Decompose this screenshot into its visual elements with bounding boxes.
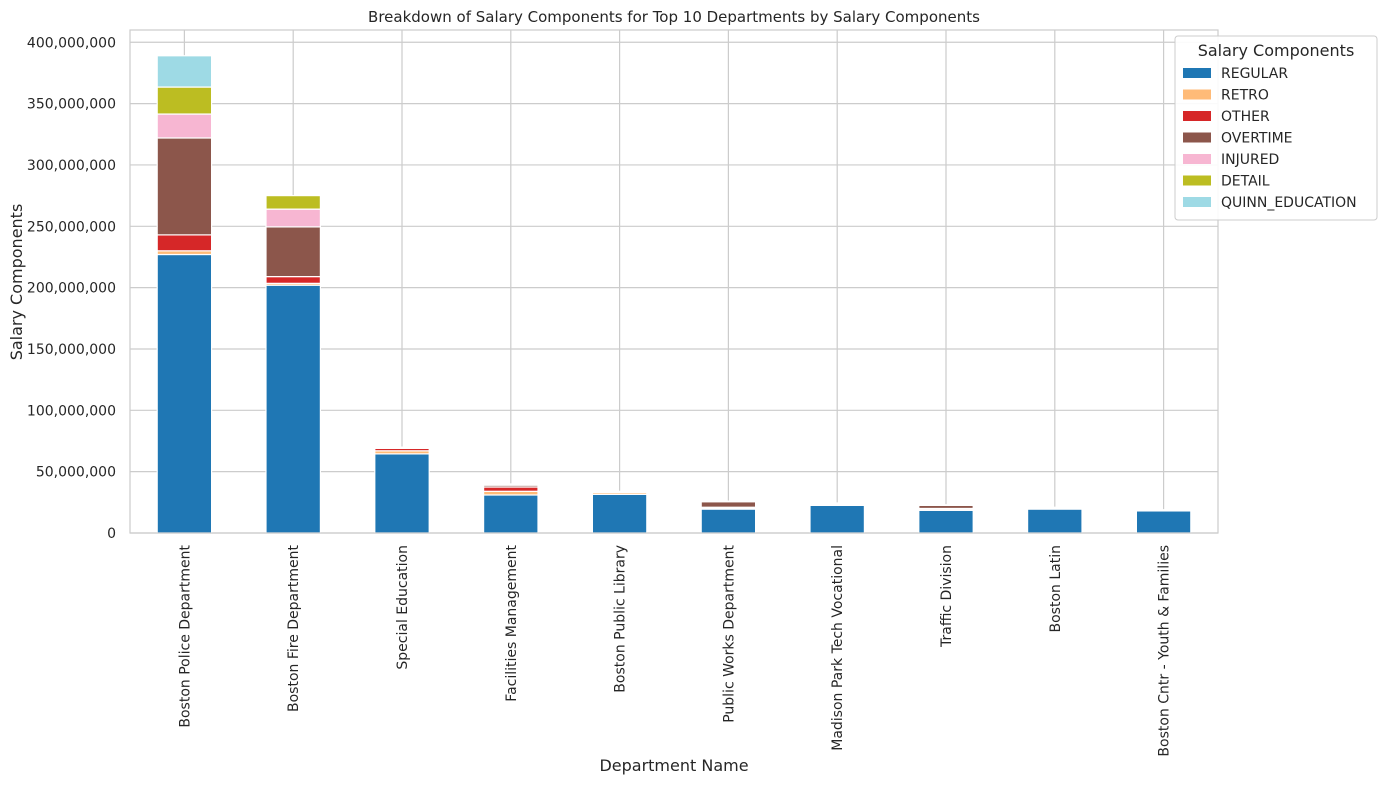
legend-swatch — [1183, 68, 1211, 78]
legend-swatch — [1183, 175, 1211, 186]
y-tick-label: 300,000,000 — [27, 158, 116, 174]
legend-frame — [1174, 35, 1378, 221]
bar-segment-other — [156, 234, 213, 252]
legend-swatch — [1183, 154, 1211, 164]
y-tick-label: 50,000,000 — [36, 465, 116, 481]
x-tick-label: Boston Police Department — [177, 544, 193, 727]
bar-segment-regular — [809, 504, 866, 534]
legend-item-label: REGULAR — [1221, 66, 1288, 82]
bar-segment-regular — [483, 494, 539, 534]
y-tick-label: 200,000,000 — [27, 281, 116, 297]
bar-segment-other — [1026, 506, 1083, 509]
bar-segment-overtime — [156, 137, 213, 236]
bar-segment-regular — [265, 284, 322, 534]
bar-segment-other — [1135, 509, 1192, 511]
legend-swatch — [1183, 89, 1211, 100]
y-tick-label: 250,000,000 — [27, 219, 116, 235]
bar-segment-injured — [156, 113, 213, 139]
bar-segment-regular — [374, 453, 430, 534]
x-tick-label: Boston Latin — [1048, 545, 1064, 632]
bar-stacks — [156, 55, 1192, 534]
x-tick-label: Boston Cntr - Youth & Families — [1157, 545, 1173, 757]
y-tick-label: 350,000,000 — [27, 97, 116, 113]
legend-item-label: OVERTIME — [1221, 131, 1293, 147]
x-axis-title: Department Name — [599, 756, 748, 775]
x-tick-label: Traffic Division — [939, 545, 955, 648]
bar-segment-injured — [918, 504, 974, 506]
bar-segment-injured — [265, 208, 322, 228]
x-tick-label: Boston Public Library — [613, 545, 629, 693]
legend: Salary Components REGULAR RETRO OTHER OVERTI… — [1174, 35, 1378, 221]
bar-segment-injured — [374, 446, 430, 449]
x-tick-label: Public Works Department — [721, 544, 737, 722]
legend-item-label: OTHER — [1221, 109, 1270, 125]
bar-segment-overtime — [809, 502, 866, 505]
bar-segment-injured — [700, 500, 757, 503]
legend-swatch — [1183, 197, 1211, 207]
x-tick-label: Madison Park Tech Vocational — [830, 545, 846, 751]
bar-segment-regular — [700, 508, 757, 534]
y-axis-ticks: 0 50,000,000 100,000,000 150,000,000 200,000… — [27, 35, 116, 542]
bar-segment-detail — [483, 483, 539, 486]
y-tick-label: 0 — [107, 526, 116, 542]
y-tick-label: 150,000,000 — [27, 342, 116, 358]
y-tick-label: 400,000,000 — [27, 35, 116, 51]
bar-segment-detail — [265, 195, 322, 210]
y-axis-title: Salary Components — [7, 204, 26, 361]
bar-segment-other — [265, 275, 322, 284]
bar-segment-regular — [1135, 510, 1192, 534]
x-tick-label: Boston Fire Department — [286, 544, 302, 712]
bar-segment-quinn-education — [156, 55, 213, 88]
x-axis-ticks: Boston Police Department Boston Fire Depa… — [177, 544, 1172, 756]
bar-segment-regular — [591, 493, 648, 534]
legend-swatch — [1183, 132, 1211, 143]
chart-title: Breakdown of Salary Components for Top 1… — [368, 8, 980, 26]
bar-segment-overtime — [700, 501, 757, 508]
bar-segment-detail — [156, 86, 213, 115]
plot-area-frame — [129, 29, 1219, 534]
legend-title: Salary Components — [1198, 41, 1355, 60]
bar-segment-regular — [1026, 508, 1083, 534]
legend-item-label: RETRO — [1221, 88, 1269, 104]
y-tick-label: 100,000,000 — [27, 403, 116, 419]
bar-segment-regular — [156, 253, 213, 534]
legend-item-label: QUINN_EDUCATION — [1221, 195, 1357, 211]
x-tick-label: Special Education — [395, 545, 411, 670]
bar-segment-other — [483, 486, 539, 492]
legend-item-label: DETAIL — [1221, 174, 1270, 190]
x-tick-label: Facilities Management — [504, 545, 520, 702]
legend-item-label: INJURED — [1221, 152, 1279, 168]
bar-segment-regular — [918, 509, 974, 534]
bar-segment-overtime — [265, 226, 322, 278]
bar-segment-overtime — [591, 490, 648, 493]
legend-swatch — [1183, 111, 1211, 121]
